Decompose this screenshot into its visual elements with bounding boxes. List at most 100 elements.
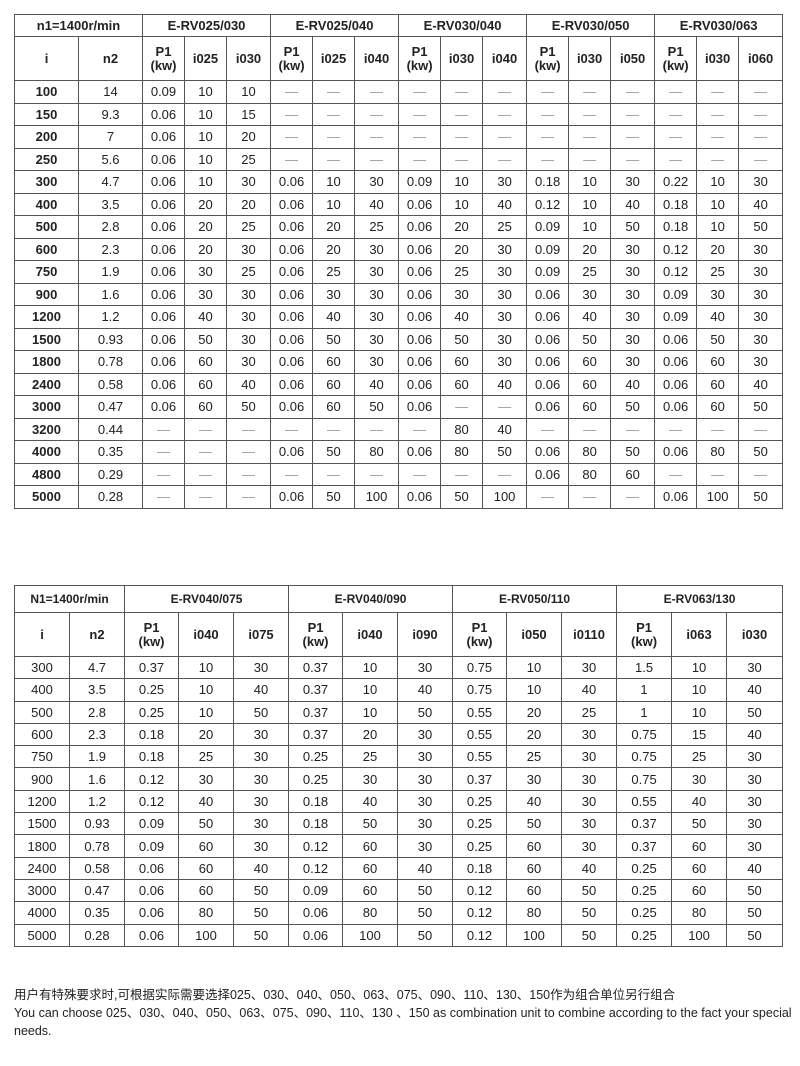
value-cell: 10: [184, 80, 227, 104]
value-cell: 50: [178, 812, 235, 836]
value-cell: 20: [225, 125, 272, 149]
value-cell: 25: [440, 260, 484, 284]
ratio-cell: 100: [14, 80, 79, 104]
value-cell: 1: [616, 700, 673, 724]
value-cell: 40: [233, 678, 290, 702]
table-row: 300 4.7 0.37 10 30 0.37 10 30 0.75 10 30 1.5 10 30: [14, 655, 784, 680]
value-cell: 20: [440, 237, 484, 261]
value-cell: 10: [312, 170, 356, 194]
value-cell: —: [398, 462, 442, 486]
value-cell: 0.18: [124, 745, 180, 769]
value-cell: —: [696, 462, 740, 486]
power-label: P1: [411, 43, 428, 59]
table-row: 3000 0.47 0.06 60 50 0.06 60 50 0.06— —0.06 60 50 0.…: [14, 395, 784, 419]
gear-ratio-table-2: N1=1400r/min E-RV040/075 E-RV040/090 E-RV05…: [13, 585, 784, 947]
value-cell: —: [184, 417, 227, 441]
value-cell: —: [398, 147, 442, 171]
value-cell: 30: [354, 305, 400, 329]
value-cell: 0.06: [270, 440, 314, 464]
n2-cell: 2.8: [68, 700, 126, 724]
value-cell: 20: [440, 215, 484, 239]
power-header: P1 (kw): [142, 36, 185, 81]
value-cell: 0.06: [398, 282, 442, 306]
power-label: P1: [636, 619, 652, 635]
value-cell: —: [225, 440, 272, 464]
value-cell: —: [568, 417, 612, 441]
ratio-subheader: i030: [726, 612, 784, 657]
n2-cell: 4.7: [68, 655, 126, 680]
n2-cell: 0.93: [68, 812, 126, 836]
power-label: P1: [283, 43, 300, 59]
value-cell: 50: [233, 923, 290, 947]
ratio-subheader: i050: [610, 36, 656, 81]
value-cell: 30: [184, 260, 227, 284]
value-cell: 10: [506, 678, 563, 702]
n2-cell: 1.6: [68, 767, 126, 791]
value-cell: 0.55: [452, 722, 508, 747]
value-cell: 30: [610, 350, 656, 374]
value-cell: 40: [506, 789, 563, 814]
value-cell: 0.37: [288, 700, 344, 724]
ratio-subheader: i025: [312, 36, 356, 81]
value-cell: 0.12: [124, 767, 180, 791]
value-cell: 0.06: [398, 350, 442, 374]
ratio-cell: 1800: [14, 350, 79, 374]
power-label: P1: [143, 619, 160, 635]
value-cell: 20: [312, 215, 356, 239]
value-cell: 0.18: [124, 722, 180, 747]
table-row: 5000 0.28— — —0.06 50 100 0.06 50 100— — —0.06 100 5…: [14, 485, 784, 509]
model-header: E-RV025/030: [141, 14, 272, 37]
value-cell: 40: [482, 192, 528, 216]
value-cell: 0.06: [270, 215, 314, 239]
value-cell: 25: [506, 745, 563, 769]
value-cell: 40: [397, 856, 454, 880]
power-header: P1 (kw): [398, 36, 442, 81]
value-cell: 0.06: [142, 372, 185, 396]
value-cell: 40: [561, 678, 618, 702]
value-cell: —: [184, 462, 227, 486]
value-cell: 30: [354, 327, 400, 351]
value-cell: —: [654, 147, 698, 171]
value-cell: 0.09: [142, 80, 185, 104]
table-row: 1500 0.93 0.09 50 30 0.18 50 30 0.25 50 30 0.37 50 30: [14, 812, 784, 836]
value-cell: —: [654, 125, 698, 149]
value-cell: —: [738, 147, 784, 171]
value-cell: 0.06: [142, 305, 185, 329]
ratio-cell: 500: [14, 215, 79, 239]
power-unit: (kw): [278, 57, 305, 73]
model-header: E-RV025/040: [270, 14, 400, 37]
value-cell: —: [440, 125, 484, 149]
model-header: E-RV040/075: [124, 585, 290, 613]
value-cell: —: [225, 417, 272, 441]
value-cell: 25: [178, 745, 235, 769]
value-cell: —: [654, 102, 698, 126]
value-cell: 30: [233, 812, 290, 836]
value-cell: —: [270, 462, 314, 486]
value-cell: 30: [184, 282, 227, 306]
n2-cell: 0.44: [78, 417, 143, 441]
value-cell: 10: [342, 678, 399, 702]
value-cell: —: [526, 125, 570, 149]
value-cell: 30: [440, 282, 484, 306]
table-row: 400 3.5 0.25 10 40 0.37 10 40 0.75 10 40 1 10 40: [14, 678, 784, 702]
value-cell: 60: [342, 878, 399, 903]
value-cell: 40: [610, 192, 656, 216]
value-cell: —: [654, 80, 698, 104]
value-cell: 60: [312, 395, 356, 419]
value-cell: 0.06: [654, 440, 698, 464]
value-cell: 50: [726, 878, 784, 903]
value-cell: —: [526, 147, 570, 171]
table-row: 600 2.3 0.18 20 30 0.37 20 30 0.55 20 30 0.75 15 40: [14, 722, 784, 747]
value-cell: 20: [178, 722, 235, 747]
power-header: P1 (kw): [526, 36, 570, 81]
value-cell: 30: [696, 282, 740, 306]
value-cell: —: [440, 395, 484, 419]
ratio-cell: 300: [14, 655, 70, 680]
value-cell: 10: [568, 215, 612, 239]
table-row: 400 3.5 0.06 20 20 0.06 10 40 0.06 10 40 0.12 10 40 0.…: [14, 192, 784, 216]
value-cell: —: [482, 147, 528, 171]
power-label: P1: [155, 43, 172, 59]
value-cell: 10: [184, 170, 227, 194]
value-cell: —: [738, 102, 784, 126]
value-cell: 40: [482, 417, 528, 441]
